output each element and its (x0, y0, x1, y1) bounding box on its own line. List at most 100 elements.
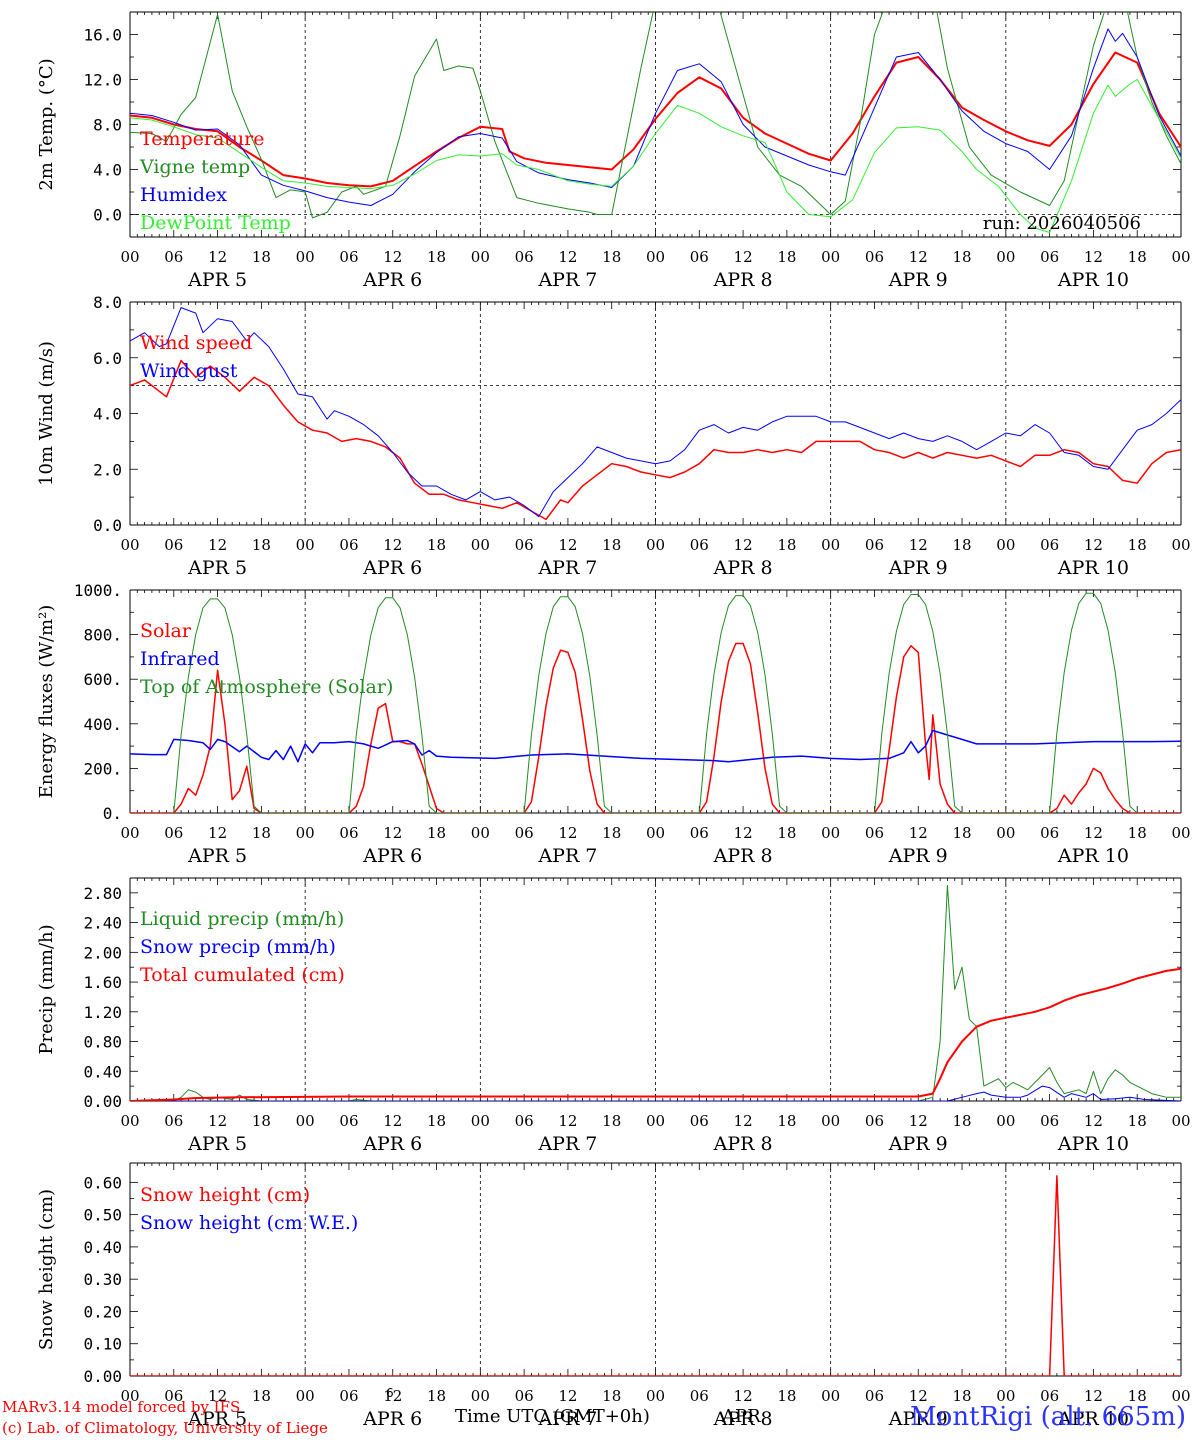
x-tick-label: 12 (558, 824, 577, 842)
y-tick-label: 12.0 (83, 71, 122, 90)
x-tick-label: 18 (952, 1387, 971, 1405)
x-tick-label: 00 (1171, 1112, 1190, 1130)
y-tick-label: 0.0 (93, 206, 122, 225)
x-tick-label: 12 (1084, 536, 1103, 554)
x-tick-label: 00 (646, 248, 665, 266)
x-tick-label: 18 (777, 248, 796, 266)
x-tick-label: 18 (252, 824, 271, 842)
x-tick-label: 12 (208, 1387, 227, 1405)
x-tick-label: 12 (383, 536, 402, 554)
x-day-label: APR 7 (537, 1408, 597, 1430)
legend-entry: Snow precip (mm/h) (140, 936, 336, 958)
x-tick-label: 12 (1084, 1112, 1103, 1130)
x-tick-label: 00 (296, 824, 315, 842)
x-tick-label: 06 (339, 1112, 358, 1130)
y-tick-label: 600. (83, 670, 122, 689)
x-day-label: APR 8 (713, 269, 773, 291)
x-tick-label: 00 (471, 248, 490, 266)
x-day-label: APR 7 (537, 845, 597, 867)
panel-wind: 00 06 12 18 00 06 12 18 00 06 12 18 00 06 12 18 00 06 12 18… (36, 293, 1191, 579)
y-tick-label: 2.0 (93, 460, 122, 479)
x-tick-label: 12 (909, 1112, 928, 1130)
y-tick-label: 2.00 (83, 943, 122, 962)
x-tick-label: 06 (690, 1387, 709, 1405)
x-tick-label: 18 (1128, 1387, 1147, 1405)
y-tick-label: 0.60 (83, 1173, 122, 1192)
x-tick-label: 00 (1171, 536, 1190, 554)
y-axis-label: Precip (mm/h) (36, 924, 57, 1054)
time-axis-label: Time UTC (GMT+0h) (455, 1406, 650, 1427)
x-day-label: APR 6 (362, 269, 422, 291)
lab-credit: (c) Lab. of Climatology, University of L… (2, 1419, 328, 1437)
legend-entry: Vigne temp (139, 156, 250, 178)
x-tick-label: 18 (252, 1387, 271, 1405)
x-tick-label: 00 (1171, 1387, 1190, 1405)
x-tick-label: 18 (777, 1387, 796, 1405)
x-tick-label: 00 (120, 536, 139, 554)
x-tick-label: 06 (865, 536, 884, 554)
series-line-wind-speed (130, 359, 1181, 521)
x-tick-label: 12 (909, 536, 928, 554)
x-tick-label: 06 (865, 1387, 884, 1405)
legend-entry: Snow height (cm) (140, 1184, 310, 1206)
x-tick-label: 06 (515, 1387, 534, 1405)
legend-entry: Wind speed (140, 332, 252, 354)
x-tick-label: 06 (1040, 536, 1059, 554)
station-name: MontRigi (alt. 665m) (910, 1402, 1186, 1432)
y-tick-label: 1000. (74, 581, 122, 600)
x-tick-label: 00 (646, 824, 665, 842)
x-tick-label: 06 (1040, 248, 1059, 266)
x-tick-label: 18 (1128, 824, 1147, 842)
x-tick-label: 18 (1128, 248, 1147, 266)
x-tick-label: 18 (427, 824, 446, 842)
x-tick-label: 00 (1171, 824, 1190, 842)
x-tick-label: 00 (120, 248, 139, 266)
y-axis-label: Snow height (cm) (36, 1189, 57, 1350)
x-day-label: APR 5 (187, 1133, 247, 1155)
x-tick-label: 18 (1128, 1112, 1147, 1130)
y-tick-label: 1.20 (83, 1003, 122, 1022)
x-tick-label: 18 (952, 824, 971, 842)
x-tick-label: 18 (427, 1112, 446, 1130)
x-tick-label: 12 (558, 1387, 577, 1405)
x-tick-label: 18 (602, 248, 621, 266)
x-tick-label: 00 (296, 536, 315, 554)
x-day-label: APR 5 (187, 845, 247, 867)
x-tick-label: 06 (164, 1112, 183, 1130)
x-tick-label: 00 (120, 1387, 139, 1405)
x-tick-label: 12 (383, 824, 402, 842)
x-day-label: APR 9 (888, 557, 948, 579)
x-tick-label: 18 (952, 536, 971, 554)
x-tick-label: 12 (1084, 824, 1103, 842)
x-tick-label: 18 (952, 248, 971, 266)
x-tick-label: 06 (865, 1112, 884, 1130)
x-tick-label: 18 (602, 536, 621, 554)
y-tick-label: 800. (83, 626, 122, 645)
x-tick-label: 06 (515, 824, 534, 842)
y-tick-label: 0.10 (83, 1335, 122, 1354)
series-line-snow-precip-mm-h- (130, 1085, 1181, 1101)
x-tick-label: 12 (909, 1387, 928, 1405)
legend-entry: Top of Atmosphere (Solar) (140, 676, 393, 698)
x-tick-label: 06 (515, 536, 534, 554)
x-tick-label: 12 (383, 1387, 402, 1405)
y-axis-label: 2m Temp. (°C) (36, 58, 57, 190)
x-tick-label: 00 (996, 824, 1015, 842)
series-line-wind-gust (130, 307, 1181, 518)
x-day-label: APR 7 (537, 557, 597, 579)
x-tick-label: 06 (339, 536, 358, 554)
x-day-label: APR 9 (888, 269, 948, 291)
x-tick-label: 12 (734, 1112, 753, 1130)
x-tick-label: 12 (558, 1112, 577, 1130)
x-tick-label: 12 (558, 536, 577, 554)
x-tick-label: 00 (821, 248, 840, 266)
y-tick-label: 0.40 (83, 1062, 122, 1081)
x-tick-label: 00 (821, 536, 840, 554)
x-day-label: APR 8 (713, 1133, 773, 1155)
x-day-label: APR 5 (187, 1408, 247, 1430)
x-tick-label: 00 (471, 1112, 490, 1130)
y-tick-label: 1.60 (83, 973, 122, 992)
y-axis-label: Energy fluxes (W/m²) (36, 605, 57, 799)
x-tick-label: 18 (427, 248, 446, 266)
x-tick-label: 00 (996, 248, 1015, 266)
